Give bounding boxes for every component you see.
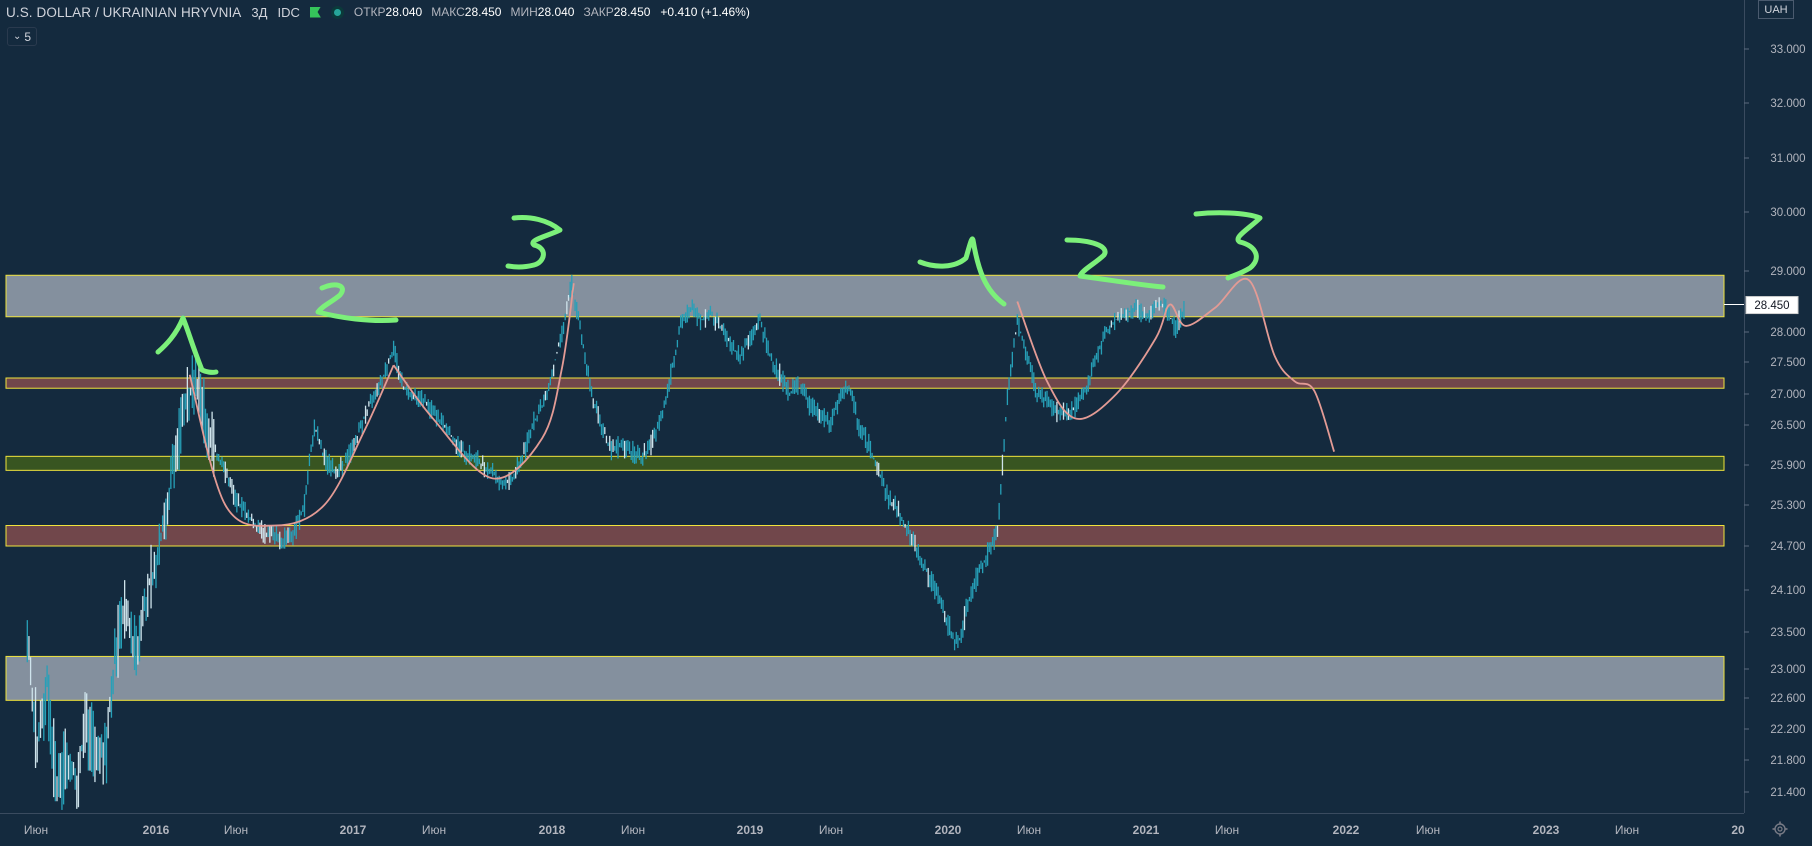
x-tick-year: 2017 <box>340 823 367 837</box>
interval-label[interactable]: 3Д <box>251 4 268 20</box>
ohlc-high: МАКС28.450 <box>431 5 502 19</box>
y-tick-label: 31.000 <box>1770 153 1805 165</box>
pattern-curve-3 <box>1016 277 1335 452</box>
chart-header: U.S. DOLLAR / UKRAINIAN HRYVNIA 3Д IDC О… <box>6 3 750 21</box>
x-tick-month: Июн <box>1615 823 1639 837</box>
x-tick-year: 20 <box>1731 823 1745 837</box>
y-tick-label: 23.500 <box>1770 627 1805 639</box>
last-price-tag <box>1745 296 1799 315</box>
y-tick-label: 33.000 <box>1770 44 1805 56</box>
y-tick-label: 27.500 <box>1770 357 1805 369</box>
x-tick-year: 2020 <box>935 823 962 837</box>
currency-unit-button[interactable]: UAH <box>1758 0 1794 19</box>
annotation-1-1 <box>155 315 219 375</box>
y-tick-label: 21.800 <box>1770 755 1805 767</box>
source-label: IDC <box>277 4 300 20</box>
y-tick-label: 30.000 <box>1770 207 1805 219</box>
indicators-toggle[interactable]: ⌄ 5 <box>7 27 38 46</box>
ohlc-close: ЗАКР28.450 <box>583 5 651 19</box>
x-tick-month: Июн <box>1215 823 1239 837</box>
x-tick-month: Июн <box>1416 823 1440 837</box>
chevron-down-icon: ⌄ <box>13 31 22 42</box>
y-tick-label: 23.000 <box>1770 664 1805 676</box>
indicators-count: 5 <box>24 29 32 44</box>
flag-icon[interactable] <box>309 6 321 18</box>
x-tick-month: Июн <box>1017 823 1041 837</box>
x-tick-year: 2022 <box>1333 823 1360 837</box>
annotation-1-4 <box>917 236 1007 307</box>
y-tick-label: 25.300 <box>1770 500 1805 512</box>
pattern-curve-1 <box>188 364 395 527</box>
y-tick-label: 22.600 <box>1770 693 1805 705</box>
x-tick-month: Июн <box>224 823 248 837</box>
y-tick-label: 22.200 <box>1770 724 1805 736</box>
zone-resistance <box>5 274 1725 318</box>
x-tick-year: 2018 <box>539 823 566 837</box>
y-tick-label: 24.700 <box>1770 541 1805 553</box>
x-tick-year: 2021 <box>1133 823 1160 837</box>
zone-support-1 <box>5 377 1725 389</box>
annotation-2-5 <box>1064 237 1166 290</box>
symbol-title[interactable]: U.S. DOLLAR / UKRAINIAN HRYVNIA <box>6 4 242 20</box>
y-tick-label: 29.000 <box>1770 266 1805 278</box>
x-tick-month: Июн <box>819 823 843 837</box>
y-tick-label: 25.900 <box>1770 460 1805 472</box>
y-tick-label: 32.000 <box>1770 98 1805 110</box>
x-tick-year: 2016 <box>143 823 170 837</box>
zone-support-3 <box>5 525 1725 547</box>
gear-icon[interactable] <box>1772 821 1788 837</box>
candles <box>26 274 1185 810</box>
ohlc-values: ОТКР28.040 МАКС28.450 МИН28.040 ЗАКР28.4… <box>354 5 651 19</box>
ohlc-open: ОТКР28.040 <box>353 5 423 19</box>
y-tick-label: 21.400 <box>1770 787 1805 799</box>
annotation-2-2 <box>315 282 399 323</box>
y-tick-label: 26.500 <box>1770 420 1805 432</box>
y-tick-label: 27.000 <box>1770 389 1805 401</box>
x-tick-year: 2023 <box>1533 823 1560 837</box>
x-tick-month: Июн <box>24 823 48 837</box>
annotation-3-6 <box>1193 210 1263 281</box>
x-tick-month: Июн <box>621 823 645 837</box>
last-price-label: 28.450 <box>1754 300 1789 312</box>
zone-demand <box>5 655 1725 701</box>
x-tick-month: Июн <box>422 823 446 837</box>
price-change: +0.410 (+1.46%) <box>660 5 750 19</box>
ohlc-low: МИН28.040 <box>510 5 575 19</box>
market-status-icon[interactable] <box>330 5 344 19</box>
pattern-curve-2 <box>392 283 575 480</box>
annotation-3-3 <box>505 215 563 270</box>
y-tick-label: 28.000 <box>1770 327 1805 339</box>
zone-support-2 <box>5 455 1725 471</box>
y-tick-label: 24.100 <box>1770 585 1805 597</box>
price-axis <box>1744 0 1812 846</box>
time-axis <box>0 813 1812 846</box>
x-tick-year: 2019 <box>737 823 764 837</box>
